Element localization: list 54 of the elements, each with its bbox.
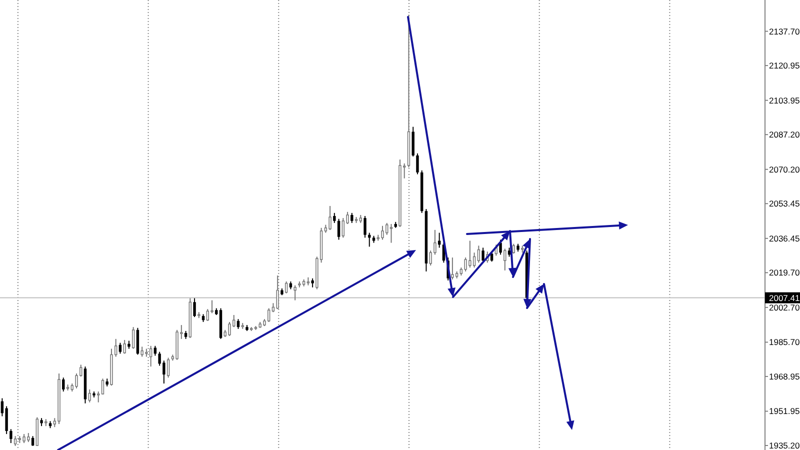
- candlestick: [14, 436, 17, 446]
- candlestick: [267, 308, 270, 322]
- candlestick: [499, 239, 502, 256]
- candlestick: [228, 321, 231, 336]
- candlestick: [97, 391, 100, 403]
- candlestick: [477, 245, 480, 264]
- candlestick: [337, 218, 340, 240]
- candlestick: [101, 378, 104, 395]
- candlestick: [472, 252, 476, 268]
- candlestick: [512, 243, 515, 254]
- y-tick-label: 2137.70: [769, 26, 800, 36]
- candlestick: [508, 247, 511, 258]
- candlestick: [136, 327, 140, 356]
- candlestick: [154, 345, 157, 356]
- candlestick: [294, 284, 296, 301]
- candlestick: [342, 218, 345, 238]
- candlestick: [328, 205, 332, 230]
- candlestick: [416, 152, 419, 175]
- candlestick: [381, 225, 384, 240]
- candlestick: [284, 280, 288, 294]
- candlestick: [412, 126, 414, 157]
- candlestick: [149, 345, 152, 368]
- y-tick-label: 2070.20: [769, 164, 800, 174]
- candlestick: [364, 216, 366, 238]
- candlestick: [276, 275, 279, 310]
- y-tick-label: 2019.70: [769, 268, 800, 278]
- candlestick: [193, 298, 196, 318]
- candlestick: [132, 326, 135, 350]
- y-tick-label: 1968.95: [769, 371, 800, 382]
- candlestick: [236, 318, 240, 330]
- y-tick-label: 2036.45: [769, 233, 800, 244]
- y-tick-label: 1951.95: [769, 406, 800, 416]
- y-tick-label: 2120.95: [769, 60, 800, 71]
- y-tick-label: 2103.95: [769, 95, 800, 106]
- y-tick-label: 1985.70: [769, 337, 800, 348]
- candlestick: [504, 248, 506, 271]
- candlestick: [451, 257, 454, 280]
- candlestick: [10, 428, 12, 444]
- candlestick: [118, 342, 122, 354]
- candlestick: [482, 247, 484, 264]
- candlestick: [31, 436, 34, 446]
- candlestick: [350, 212, 354, 224]
- candlestick: [88, 388, 91, 403]
- candlestick: [390, 223, 393, 244]
- candlestick: [333, 212, 336, 224]
- y-tick-label: 2002.70: [769, 302, 800, 312]
- y-tick-label: 2087.20: [769, 130, 800, 140]
- y-tick-label: 2053.45: [769, 198, 800, 209]
- candlestick: [166, 357, 170, 378]
- candlestick: [62, 377, 65, 392]
- ref-line-label: 2007.41: [769, 292, 800, 303]
- candlestick: [5, 406, 8, 435]
- y-tick-label: 1935.20: [769, 440, 800, 450]
- candlestick: [123, 339, 126, 354]
